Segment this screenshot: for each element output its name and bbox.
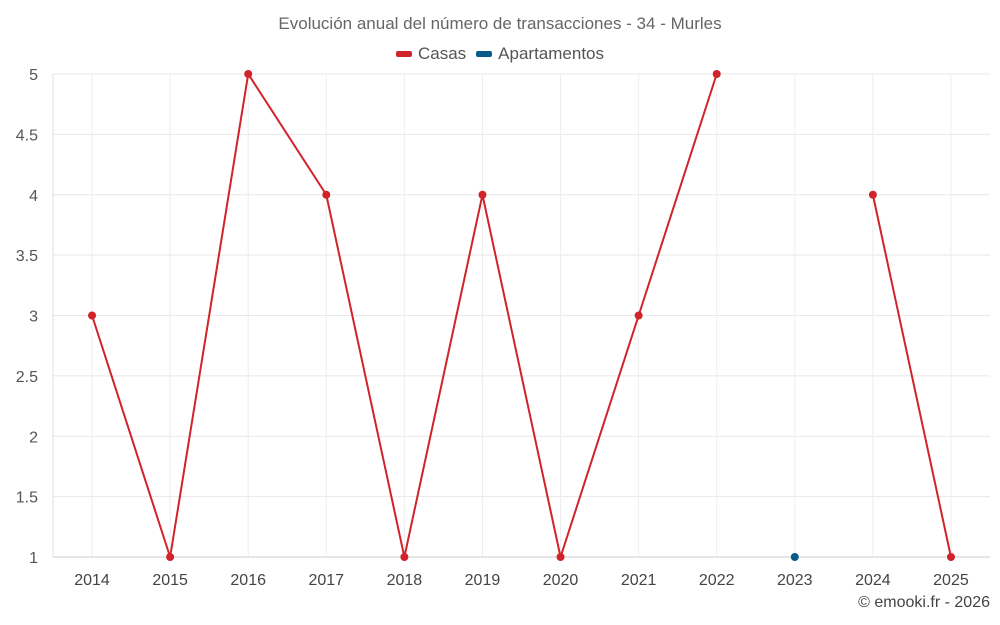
x-tick-label: 2015: [152, 572, 188, 589]
data-point: [634, 311, 643, 320]
y-tick-label: 1.5: [16, 490, 38, 507]
x-tick-label: 2020: [543, 572, 579, 589]
x-tick-label: 2025: [933, 572, 969, 589]
y-tick-label: 1: [29, 550, 38, 567]
data-point: [712, 70, 721, 78]
credit-text: © emooki.fr - 2026: [858, 594, 990, 611]
data-point: [478, 190, 487, 199]
data-point: [868, 190, 877, 199]
data-point: [322, 190, 331, 199]
y-tick-label: 4.5: [16, 127, 38, 144]
y-tick-label: 4: [29, 188, 38, 205]
y-tick-label: 2: [29, 429, 38, 446]
data-point: [88, 311, 97, 320]
x-tick-label: 2024: [855, 572, 891, 589]
data-point: [946, 553, 955, 561]
legend: Casas Apartamentos: [0, 44, 1000, 64]
x-tick-label: 2019: [465, 572, 501, 589]
legend-swatch-apartamentos: [476, 51, 493, 57]
legend-item-casas[interactable]: Casas: [395, 44, 467, 64]
y-tick-label: 3: [29, 309, 38, 326]
x-tick-label: 2021: [621, 572, 657, 589]
data-point: [790, 553, 799, 561]
y-tick-label: 5: [29, 67, 38, 84]
legend-label-apartamentos: Apartamentos: [498, 44, 605, 63]
data-point: [166, 553, 175, 561]
data-point: [400, 553, 409, 561]
grid: [53, 73, 990, 558]
x-tick-label: 2017: [308, 572, 344, 589]
data-point: [556, 553, 565, 561]
data-point: [244, 70, 253, 78]
legend-swatch-casas: [395, 51, 412, 57]
x-tick-label: 2023: [777, 572, 813, 589]
legend-item-apartamentos[interactable]: Apartamentos: [476, 44, 604, 64]
x-tick-label: 2022: [699, 572, 735, 589]
x-tick-label: 2014: [74, 572, 110, 589]
series-casas: [88, 70, 955, 561]
series-line: [871, 194, 952, 558]
x-tick-label: 2018: [387, 572, 423, 589]
chart-title: Evolución anual del número de transaccio…: [278, 14, 722, 33]
y-tick-label: 2.5: [16, 369, 38, 386]
series-apartamentos: [790, 553, 799, 561]
legend-label-casas: Casas: [417, 44, 467, 63]
x-tick-label: 2016: [230, 572, 266, 589]
y-tick-label: 3.5: [16, 248, 38, 265]
